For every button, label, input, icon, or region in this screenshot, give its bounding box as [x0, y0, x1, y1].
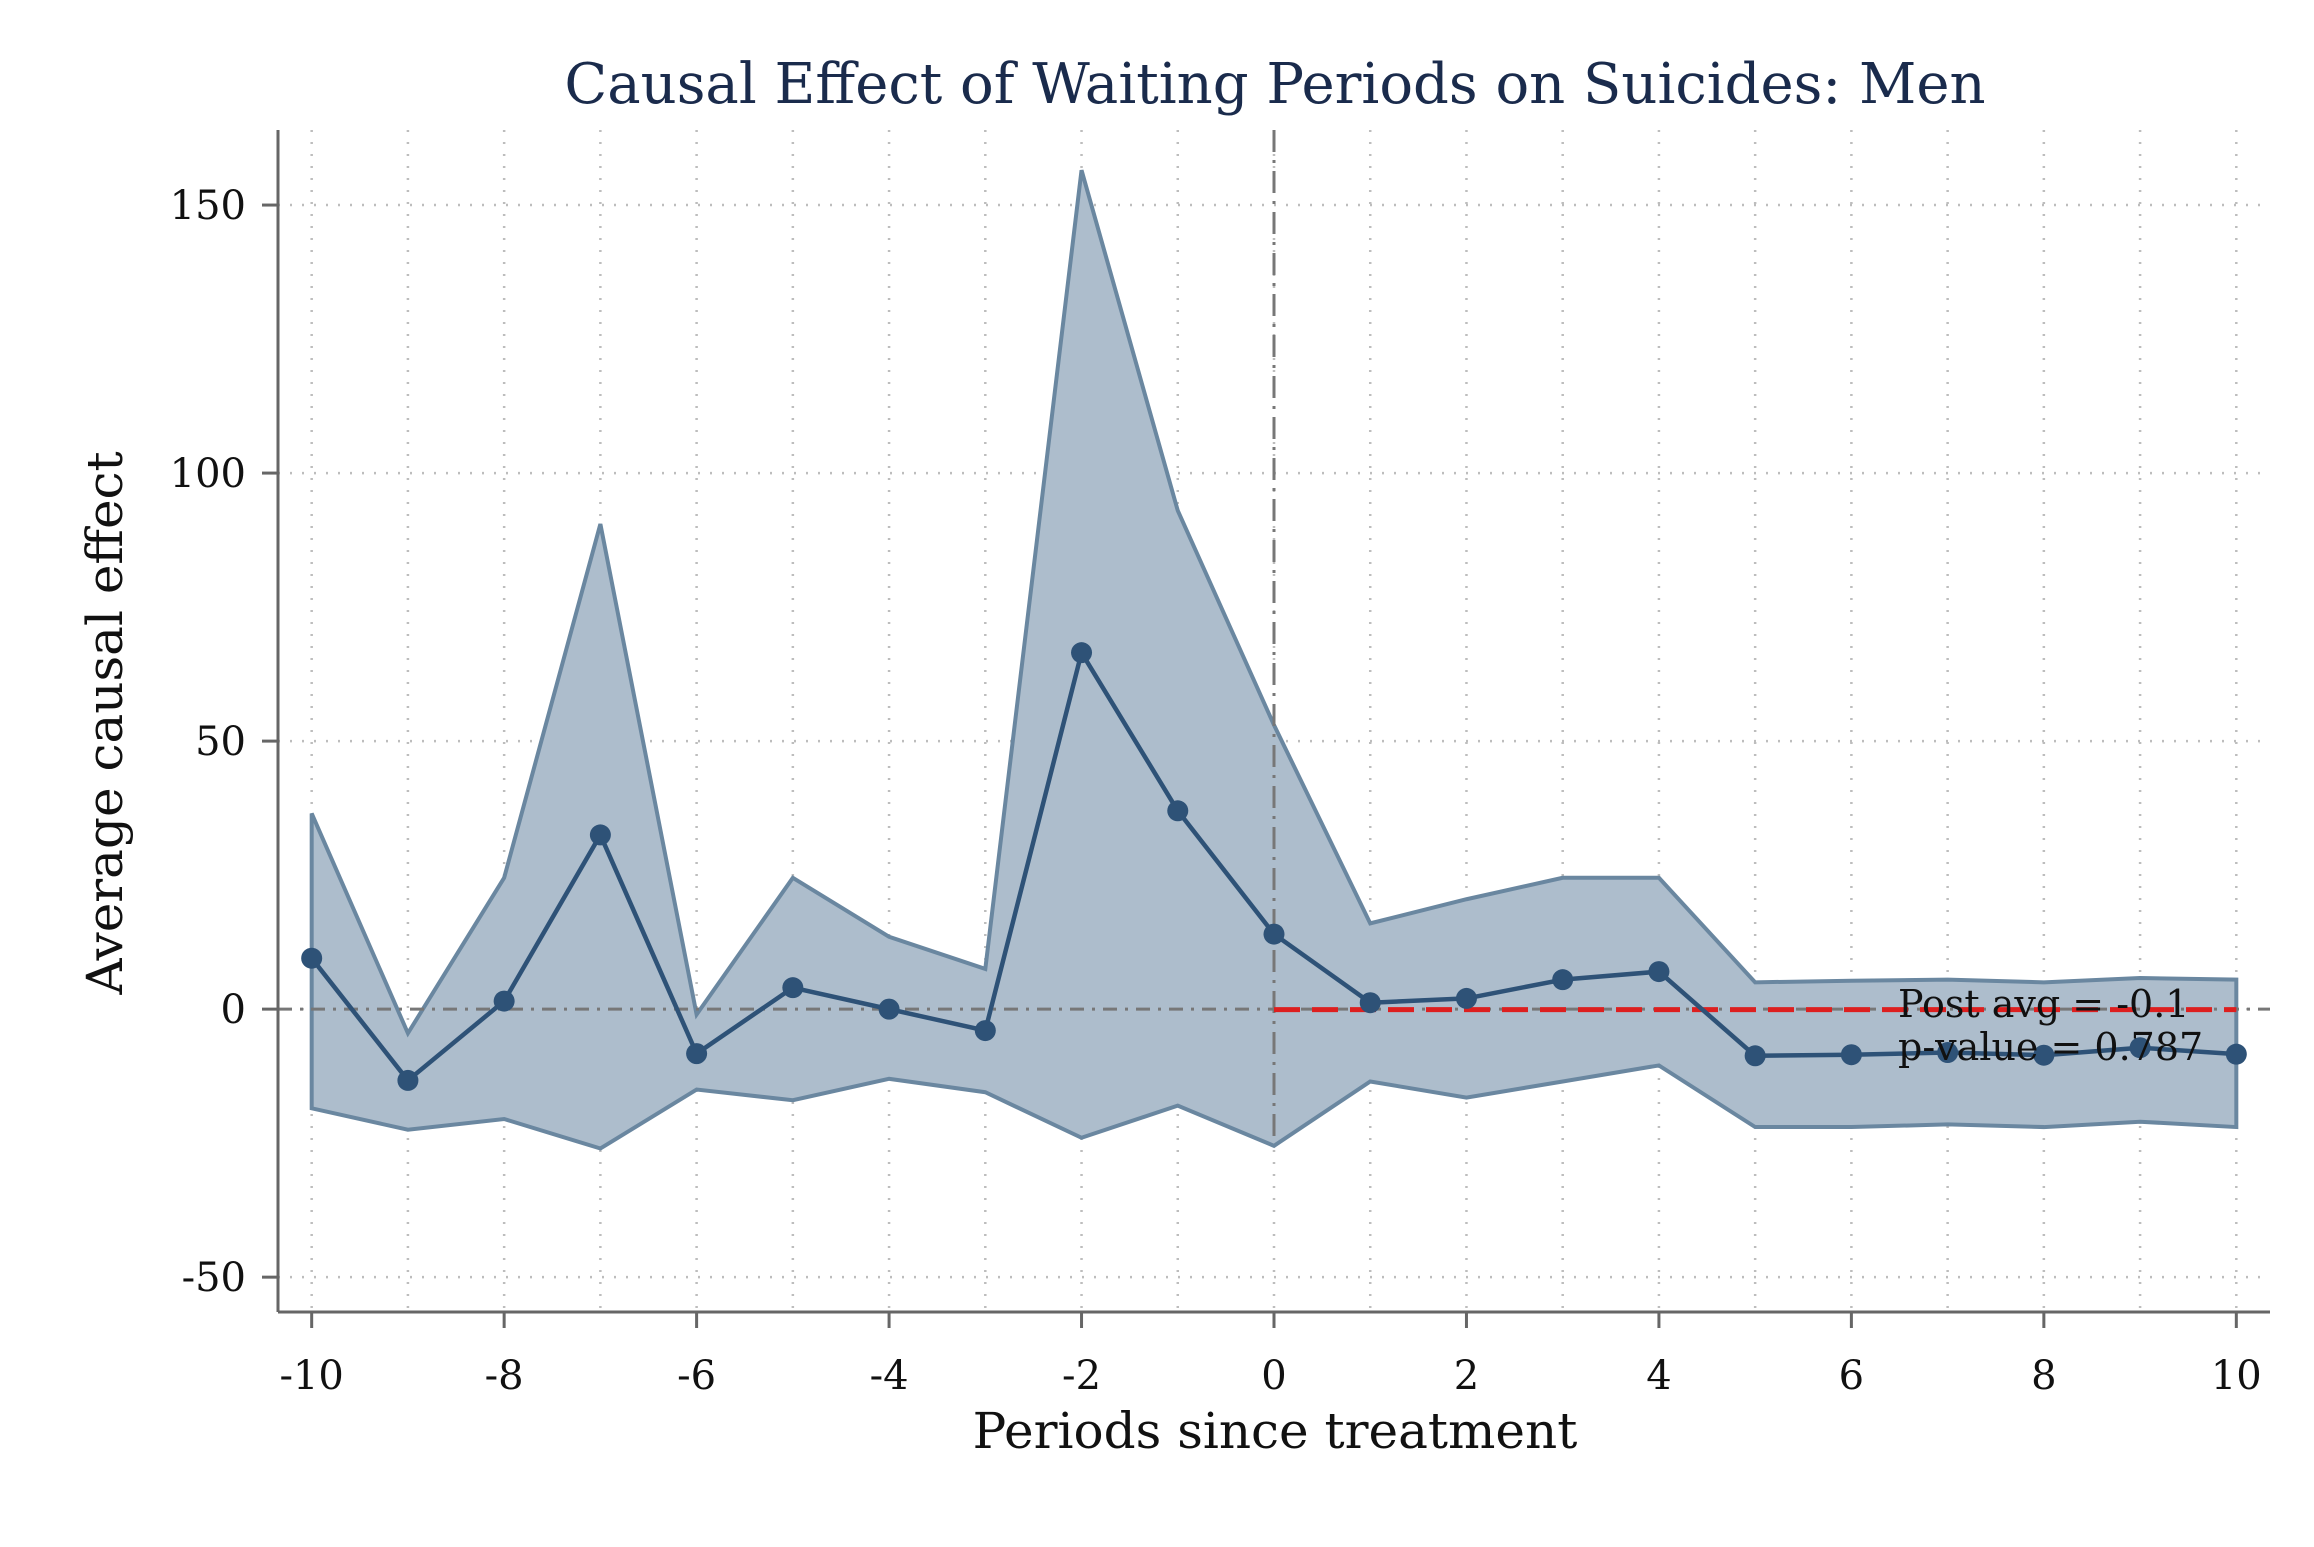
series-layer [301, 642, 2247, 1091]
reference-lines-layer [278, 130, 2270, 1143]
x-tick-label: -4 [870, 1353, 909, 1399]
x-tick-label: 8 [2031, 1353, 2056, 1399]
data-point [1744, 1045, 1766, 1067]
data-point [2129, 1037, 2151, 1059]
data-point [2225, 1043, 2247, 1065]
x-tick-label: -8 [485, 1353, 524, 1399]
x-tick-label: -6 [677, 1353, 716, 1399]
data-point [2033, 1044, 2055, 1066]
data-point [686, 1043, 708, 1065]
confidence-band-layer [309, 169, 2239, 1151]
x-tick-label: 0 [1261, 1353, 1286, 1399]
confidence-band [309, 169, 2239, 1151]
data-point [1648, 961, 1670, 983]
data-point [1263, 923, 1285, 945]
x-tick-label: 2 [1454, 1353, 1479, 1399]
chart-title: Causal Effect of Waiting Periods on Suic… [564, 52, 1985, 117]
data-point [1071, 642, 1093, 664]
data-point [397, 1069, 419, 1091]
axes [262, 130, 2270, 1328]
x-tick-label: -2 [1062, 1353, 1101, 1399]
y-tick-label: 50 [195, 719, 246, 765]
data-point [301, 947, 323, 969]
x-tick-label: 10 [2211, 1353, 2262, 1399]
x-tick-label: -10 [279, 1353, 343, 1399]
data-point [782, 977, 804, 999]
data-point [878, 998, 900, 1020]
data-point [1840, 1044, 1862, 1066]
data-point [589, 824, 611, 846]
y-tick-label: -50 [182, 1255, 246, 1301]
data-point [1455, 987, 1477, 1009]
y-tick-label: 100 [170, 451, 246, 497]
y-tick-label: 0 [221, 987, 246, 1033]
post-avg-annotation: Post avg = -0.1 [1898, 982, 2189, 1026]
data-point [974, 1020, 996, 1042]
data-point [493, 990, 515, 1012]
tick-labels: -10 -8 -6 -4 -2 0 2 4 6 8 10 -50 0 50 100 150 [170, 183, 2262, 1399]
y-tick-label: 150 [170, 183, 246, 229]
data-point [1359, 992, 1381, 1014]
data-point [1167, 800, 1189, 822]
data-point [1552, 969, 1574, 991]
data-point [1937, 1042, 1959, 1064]
p-value-annotation: p-value = 0.787 [1898, 1025, 2203, 1069]
x-tick-label: 4 [1646, 1353, 1671, 1399]
y-axis-title: Average causal effect [76, 451, 134, 995]
x-axis-title: Periods since treatment [973, 1402, 1578, 1460]
x-tick-label: 6 [1839, 1353, 1864, 1399]
